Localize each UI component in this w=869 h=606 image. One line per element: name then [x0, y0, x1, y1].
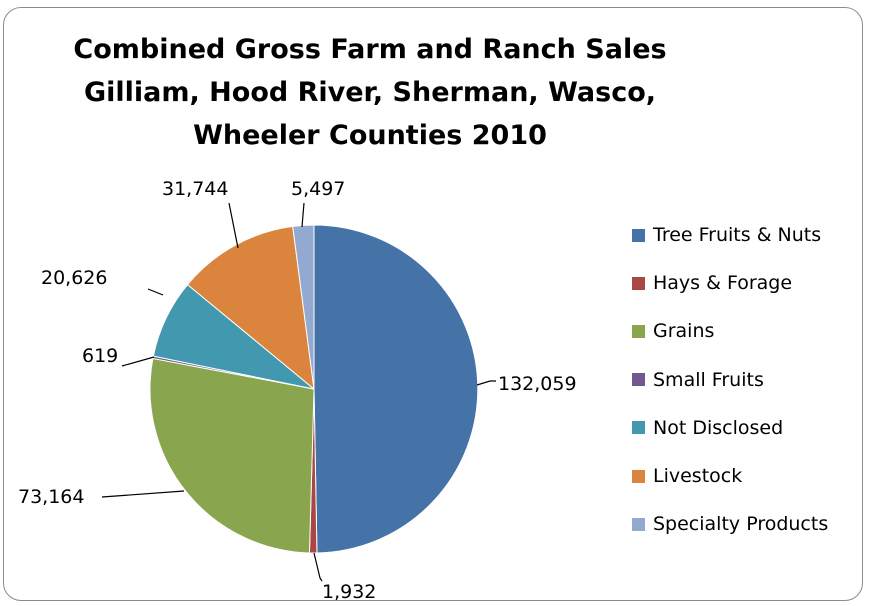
leader-line [313, 552, 323, 582]
legend-label: Grains [653, 320, 715, 343]
leader-line [101, 490, 185, 498]
chart-title-line-1: Combined Gross Farm and Ranch Sales [73, 34, 667, 65]
legend-swatch [632, 517, 645, 531]
legend-item: Small Fruits [632, 365, 764, 395]
data-label: 1,932 [322, 581, 376, 603]
pie-slice-livestock [186, 225, 315, 391]
legend-item: Specialty Products [632, 509, 828, 539]
data-label: 132,059 [498, 373, 577, 395]
chart-title-line-3: Wheeler Counties 2010 [193, 120, 547, 151]
leader-line [301, 202, 305, 228]
legend-swatch [632, 469, 645, 483]
legend-swatch [632, 373, 645, 387]
legend-item: Tree Fruits & Nuts [632, 220, 821, 250]
data-label: 31,744 [162, 178, 228, 200]
legend-item: Grains [632, 316, 714, 346]
leader-line [121, 356, 155, 367]
data-label: 5,497 [291, 178, 345, 200]
legend-label: Livestock [653, 465, 743, 487]
pie-slice-specialty-products [292, 224, 315, 390]
legend-swatch [632, 276, 645, 290]
data-label: 619 [82, 345, 118, 367]
chart-title: Combined Gross Farm and Ranch Sales Gill… [0, 28, 740, 157]
data-label: 20,626 [41, 267, 107, 289]
data-label: 73,164 [18, 486, 84, 508]
legend-label: Small Fruits [653, 368, 764, 391]
leader-line [147, 288, 164, 296]
chart-title-line-2: Gilliam, Hood River, Sherman, Wasco, [83, 77, 657, 108]
legend-item: Livestock [632, 461, 742, 491]
legend-swatch [632, 324, 645, 338]
leader-line [476, 380, 496, 386]
legend-label: Tree Fruits & Nuts [653, 224, 822, 246]
legend-label: Specialty Products [653, 513, 829, 536]
legend-item: Not Disclosed [632, 413, 783, 443]
leader-line [228, 202, 239, 249]
legend-label: Not Disclosed [653, 416, 784, 439]
legend-swatch [632, 421, 645, 435]
pie-slice-grains [149, 357, 315, 554]
legend-label: Hays & Forage [653, 272, 793, 295]
pie-slice-tree-fruits-nuts [313, 224, 479, 554]
legend-swatch [632, 228, 645, 242]
legend-item: Hays & Forage [632, 268, 792, 298]
